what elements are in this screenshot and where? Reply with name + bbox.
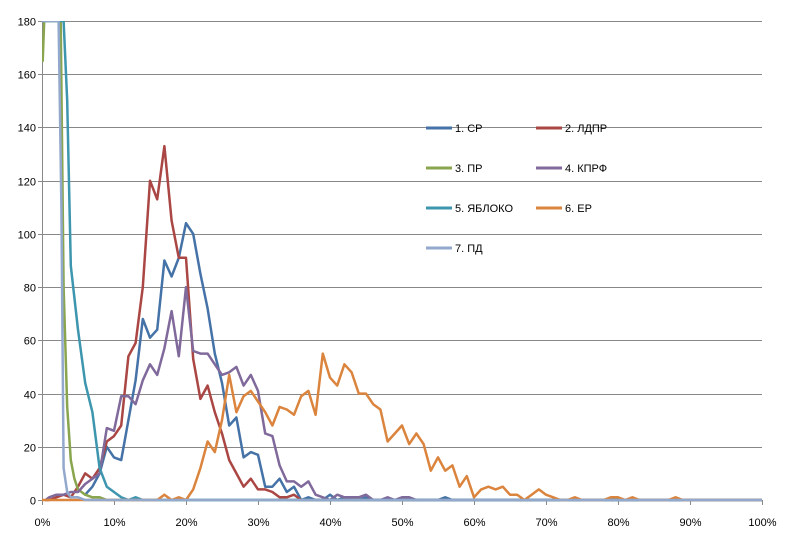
y-tick-label-140: 140 xyxy=(18,123,36,135)
legend-label-5: 5. ЯБЛОКО xyxy=(455,203,513,215)
y-tick-label-100: 100 xyxy=(18,230,36,242)
x-tick-label-80: 80% xyxy=(607,517,629,529)
legend-label-6: 6. ЕР xyxy=(565,203,592,215)
series-lines xyxy=(42,21,762,502)
x-axis-ticks: 0% 10% 20% 30% 40% 50% 60% 70% 80% 90% 100% xyxy=(35,500,777,529)
x-tick-label-90: 90% xyxy=(679,517,701,529)
x-tick-label-20: 20% xyxy=(175,517,197,529)
legend: 1. СР 2. ЛДПР 3. ПР 4. КПРФ 5. ЯБЛОКО 6. ЕР 7.… xyxy=(426,123,607,255)
y-tick-label-60: 60 xyxy=(24,336,36,348)
series-line-4 xyxy=(44,285,762,502)
legend-label-3: 3. ПР xyxy=(455,163,482,175)
y-tick-label-40: 40 xyxy=(24,390,36,402)
y-axis-ticks: 0 20 40 60 80 100 120 140 160 180 xyxy=(18,17,42,508)
y-tick-label-160: 160 xyxy=(18,70,36,82)
legend-label-1: 1. СР xyxy=(455,123,483,135)
y-tick-label-180: 180 xyxy=(18,17,36,29)
y-tick-label-0: 0 xyxy=(30,496,36,508)
y-tick-label-80: 80 xyxy=(24,283,36,295)
series-line-6 xyxy=(42,352,762,502)
y-tick-label-20: 20 xyxy=(24,443,36,455)
x-tick-label-60: 60% xyxy=(463,517,485,529)
x-tick-label-50: 50% xyxy=(391,517,413,529)
legend-label-7: 7. ПД xyxy=(455,243,483,255)
y-tick-label-120: 120 xyxy=(18,177,36,189)
x-tick-label-10: 10% xyxy=(103,517,125,529)
x-tick-label-70: 70% xyxy=(535,517,557,529)
x-tick-label-40: 40% xyxy=(319,517,341,529)
x-tick-label-100: 100% xyxy=(748,517,776,529)
series-line-7 xyxy=(42,21,762,502)
legend-label-2: 2. ЛДПР xyxy=(565,123,607,135)
x-tick-label-0: 0% xyxy=(35,517,51,529)
x-tick-label-30: 30% xyxy=(247,517,269,529)
legend-label-4: 4. КПРФ xyxy=(565,163,607,175)
